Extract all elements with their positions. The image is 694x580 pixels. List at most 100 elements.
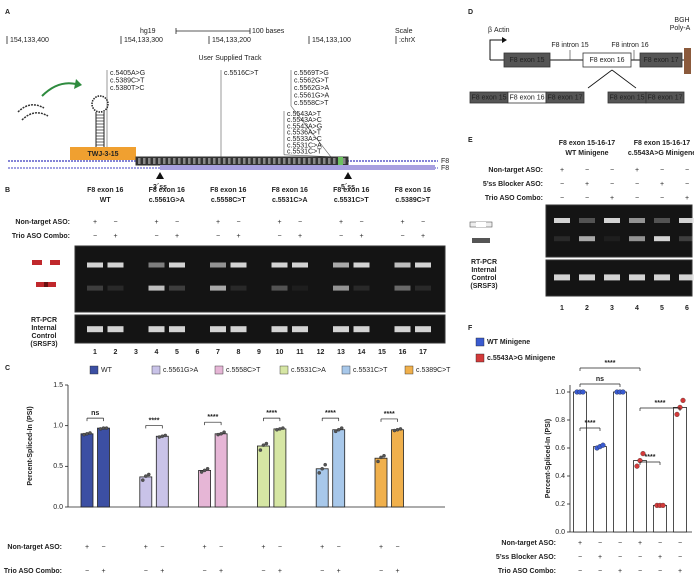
treatment-sign: − [101,544,105,551]
treatment-sign: + [578,540,582,547]
exon-label: F8 exon 16 [589,57,624,64]
treatment-sign: − [400,233,404,240]
treatment-sign: − [638,554,642,561]
exon-track-pattern [253,158,256,164]
bar [653,504,667,533]
treatment-sign: − [359,219,363,226]
exon-track-pattern [183,158,186,164]
exon-track-pattern [343,158,346,164]
legend-label: c.5543A>G Minigene [487,355,555,362]
treatment-sign: − [144,568,148,575]
splice-site-label: 5´ss [341,184,355,191]
y-tick-label: 0.0 [555,529,565,536]
column-header: F8 exon 16 [333,187,369,194]
product-label: F8 exon 16 [509,94,544,101]
treatment-sign: − [560,181,564,188]
exon-track-pattern [168,158,171,164]
gel-band [210,262,226,268]
treatment-sign: − [154,233,158,240]
polya-box [684,48,691,74]
treatment-sign: − [277,233,281,240]
coordinate: 154,133,300 [124,37,163,44]
data-point [580,389,586,395]
gel-band [604,236,620,242]
exon-label: F8 exon 17 [643,57,678,64]
variant-label: c.5543A>T [287,111,322,118]
gel-band [554,236,570,242]
treatment-sign: − [635,181,639,188]
treatment-sign: − [320,568,324,575]
coordinate: 154,133,400 [10,37,49,44]
lane-number: 1 [560,305,564,312]
data-point [98,427,103,431]
treatment-sign: − [598,540,602,547]
arrow-head [74,79,82,89]
treatment-label: Trio ASO Combo: [498,568,556,575]
product-icon [472,238,490,243]
legend-swatch [279,365,289,375]
gel-band [292,326,308,333]
column-header: F8 exon 15-16-17 [559,140,616,147]
gel-band [333,285,349,291]
column-header: c.5531C>T [334,197,370,204]
exon-track-pattern [243,158,246,164]
aso-box [70,147,136,160]
exon-track-pattern [308,158,311,164]
control-label: Control [472,275,497,282]
data-point [222,430,226,434]
product-label: F8 exon 17 [647,94,682,101]
treatment-sign: − [560,195,564,202]
treatment-label: Non-target ASO: [488,167,543,174]
treatment-label: 5’ss Blocker ASO: [483,181,543,188]
gel-band [210,326,226,333]
data-point [660,502,666,508]
exon-track-pattern [143,158,146,164]
gel-band [579,218,595,223]
treatment-sign: + [144,544,148,551]
bar [97,427,110,508]
product-icon [42,260,50,265]
exon-track-pattern [313,158,316,164]
treatment-sign: + [618,568,622,575]
treatment-sign: + [585,181,589,188]
treatment-sign: − [658,540,662,547]
gel-image [545,204,693,258]
data-point [275,427,279,432]
variant-label: c.5569T>G [294,70,329,77]
y-tick-label: 0.0 [53,504,63,511]
gel-band [679,274,694,281]
treatment-sign: + [337,568,341,575]
treatment-sign: + [261,544,265,551]
treatment-sign: + [359,233,363,240]
treatment-sign: − [93,233,97,240]
variant-label: c.5536A>T [287,130,322,137]
lane-number: 11 [296,349,304,356]
treatment-sign: − [278,544,282,551]
lane-number: 12 [317,349,325,356]
product-exon [645,91,685,104]
treatment-sign: − [203,568,207,575]
data-point [634,463,640,469]
y-axis-title: Percent-Spliced-In (PSI) [27,406,34,485]
legend-label: c.5561G>A [163,367,199,374]
data-point [144,474,148,478]
exon-track-pattern [268,158,271,164]
exon-label: F8 exon 15 [509,57,544,64]
exon-box [503,52,551,68]
gel-band [654,218,670,223]
gel-band [353,262,370,268]
column-header: F8 exon 16 [395,187,431,194]
gel-band [292,285,308,291]
lane-number: 10 [276,349,284,356]
treatment-sign: + [658,554,662,561]
exon-track-pattern [318,158,321,164]
legend-swatch [475,337,485,347]
gene-label: F8 [441,165,449,172]
treatment-label: Trio ASO Combo: [4,568,62,575]
legend-label: WT Minigene [487,339,530,346]
treatment-sign: + [113,233,117,240]
variant-label: c.5516C>T [224,70,259,77]
bar [593,446,607,533]
treatment-sign: + [85,544,89,551]
